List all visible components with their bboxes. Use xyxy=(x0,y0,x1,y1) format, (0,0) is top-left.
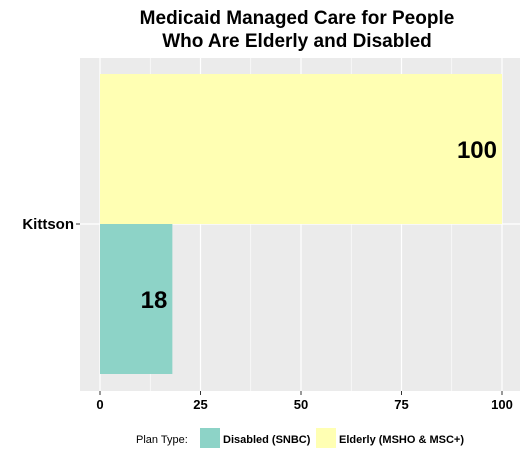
x-tick-label: 75 xyxy=(394,397,408,412)
data-labels: 100 18 xyxy=(141,137,497,314)
legend-key-disabled xyxy=(200,428,220,448)
legend-key-elderly xyxy=(316,428,336,448)
y-tick-label: Kittson xyxy=(22,216,74,233)
bars xyxy=(100,74,502,374)
bar-disabled xyxy=(100,224,173,374)
x-tick-label: 25 xyxy=(193,397,207,412)
x-tick-label: 0 xyxy=(96,397,103,412)
x-tick-label: 50 xyxy=(294,397,308,412)
y-axis: Kittson xyxy=(22,216,80,233)
chart-title-line-2: Who Are Elderly and Disabled xyxy=(162,31,432,52)
bar-elderly-value-label: 100 xyxy=(457,137,497,164)
bar-elderly xyxy=(100,74,502,224)
legend-title: Plan Type: xyxy=(136,434,188,446)
chart-title-line-1: Medicaid Managed Care for People xyxy=(140,8,455,29)
legend-label-disabled: Disabled (SNBC) xyxy=(223,434,311,446)
legend: Plan Type: Disabled (SNBC) Elderly (MSHO… xyxy=(136,428,464,448)
x-tick-label: 100 xyxy=(491,397,513,412)
bar-disabled-value-label: 18 xyxy=(141,287,168,314)
legend-label-elderly: Elderly (MSHO & MSC+) xyxy=(339,434,464,446)
x-axis: 0 25 50 75 100 xyxy=(96,391,513,412)
